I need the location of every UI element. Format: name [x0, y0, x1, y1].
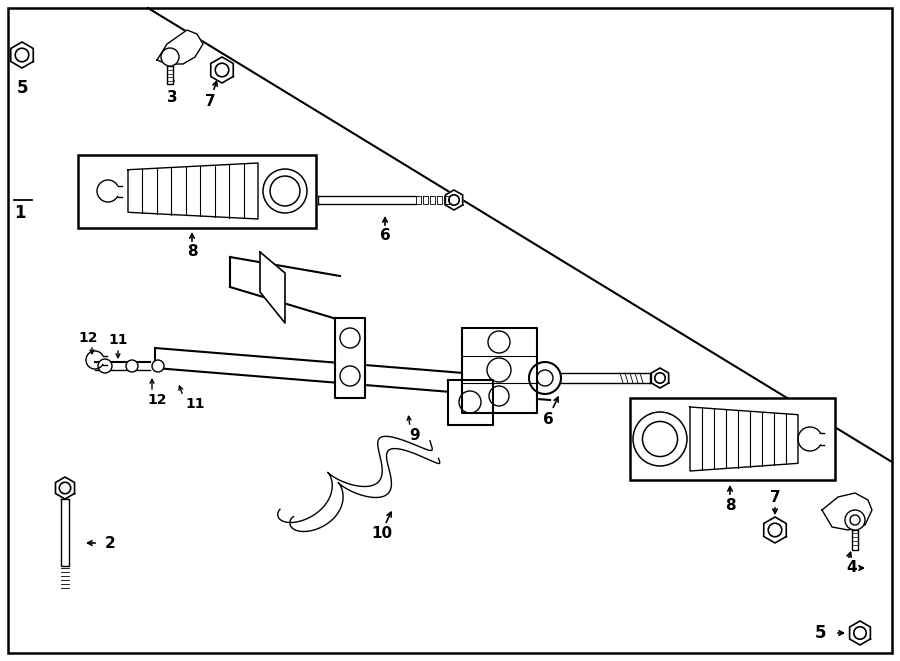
- Text: 1: 1: [14, 204, 26, 222]
- Polygon shape: [416, 196, 421, 204]
- Polygon shape: [423, 196, 428, 204]
- Text: 7: 7: [770, 490, 780, 504]
- Polygon shape: [56, 477, 75, 499]
- Polygon shape: [157, 30, 203, 64]
- Polygon shape: [850, 621, 870, 645]
- Polygon shape: [822, 493, 872, 530]
- Text: 5: 5: [16, 79, 28, 97]
- Text: 7: 7: [204, 93, 215, 108]
- Polygon shape: [561, 373, 650, 383]
- Polygon shape: [764, 517, 787, 543]
- Text: 12: 12: [78, 331, 98, 345]
- Text: 2: 2: [104, 535, 115, 551]
- Polygon shape: [690, 407, 798, 471]
- Text: 12: 12: [148, 393, 166, 407]
- Polygon shape: [335, 318, 365, 398]
- Polygon shape: [61, 499, 69, 566]
- Polygon shape: [211, 57, 233, 83]
- Circle shape: [633, 412, 687, 466]
- Polygon shape: [852, 530, 858, 550]
- Polygon shape: [167, 66, 173, 84]
- Text: 10: 10: [372, 527, 392, 541]
- Polygon shape: [446, 190, 463, 210]
- Circle shape: [529, 362, 561, 394]
- Circle shape: [845, 510, 865, 530]
- Polygon shape: [318, 196, 416, 204]
- Text: 6: 6: [380, 229, 391, 243]
- Text: 9: 9: [410, 428, 420, 442]
- Circle shape: [98, 359, 112, 373]
- Polygon shape: [155, 348, 550, 400]
- Polygon shape: [652, 368, 669, 388]
- Text: 4: 4: [847, 561, 858, 576]
- Text: 8: 8: [186, 245, 197, 260]
- Text: 5: 5: [814, 624, 826, 642]
- Text: 8: 8: [724, 498, 735, 512]
- Text: 6: 6: [543, 412, 553, 428]
- Bar: [78, 155, 316, 228]
- Polygon shape: [430, 196, 435, 204]
- Circle shape: [126, 360, 138, 372]
- Polygon shape: [444, 196, 449, 204]
- Text: 3: 3: [166, 89, 177, 104]
- Polygon shape: [462, 328, 537, 413]
- Bar: [630, 398, 835, 480]
- Polygon shape: [128, 163, 258, 219]
- Circle shape: [152, 360, 164, 372]
- Polygon shape: [260, 252, 285, 323]
- Circle shape: [263, 169, 307, 213]
- Polygon shape: [230, 257, 340, 320]
- Polygon shape: [448, 380, 493, 425]
- Polygon shape: [11, 42, 33, 68]
- Circle shape: [161, 48, 179, 66]
- Polygon shape: [437, 196, 442, 204]
- Text: 11: 11: [108, 333, 128, 347]
- Text: 11: 11: [185, 397, 205, 411]
